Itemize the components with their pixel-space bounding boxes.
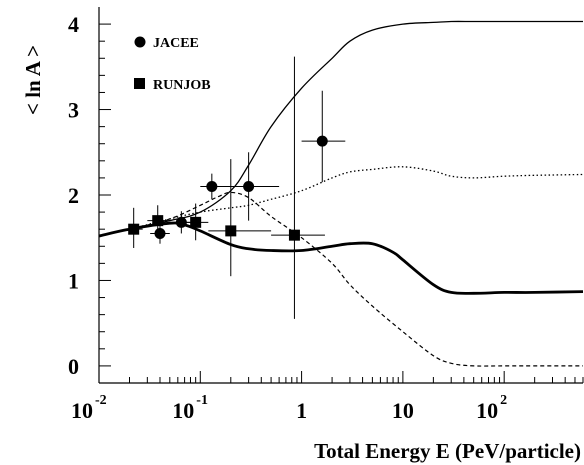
x-tick-base: 10 [172,398,194,423]
runjob-point [152,215,164,227]
y-tick-label: 1 [68,268,79,293]
x-tick-base: 10 [71,398,93,423]
data-points [124,56,346,319]
legend: JACEE RUNJOB [134,36,211,93]
jacee-point [154,227,166,239]
legend-marker-jacee [134,36,146,48]
plot-frame [98,7,583,384]
runjob-point [190,216,202,228]
y-tick-label: 2 [68,183,79,208]
model-curve-solid-thick [98,221,584,295]
y-tick-label: 3 [68,98,79,123]
model-curves [98,20,584,367]
y-axis-title: < ln A > [21,45,45,115]
jacee-point [316,135,328,147]
runjob-point [128,223,140,235]
x-tick-base: 1 [296,398,307,423]
x-axis-title: Total Energy E (PeV/particle) [314,439,581,463]
legend-label-runjob: RUNJOB [153,78,211,93]
model-curve-dotted [98,166,584,237]
model-curve-dashed [98,191,583,367]
x-tick-base: 10 [392,398,414,423]
jacee-point [243,180,255,192]
jacee-point [206,180,218,192]
runjob-point [225,225,237,237]
x-tick-exponent: -1 [196,393,208,408]
legend-marker-runjob [134,78,145,89]
x-tick-exponent: -2 [95,393,107,408]
y-tick-label: 0 [68,354,79,379]
y-tick-label: 4 [68,12,79,37]
runjob-point [288,229,300,241]
x-tick-base: 10 [476,398,498,423]
x-tick-exponent: 2 [500,393,507,408]
model-curve-solid-thin [98,20,583,237]
legend-label-jacee: JACEE [153,36,199,51]
